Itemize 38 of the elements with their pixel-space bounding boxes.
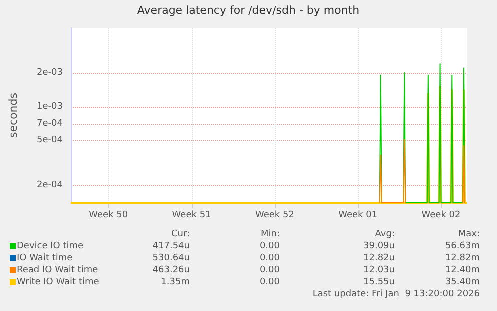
line-series — [379, 63, 466, 204]
y-tick-label: 2e-04 — [37, 180, 64, 191]
text: 35.40m — [445, 278, 480, 288]
x-tick-label: Week 50 — [89, 210, 128, 220]
text: 0.00 — [260, 278, 280, 288]
legend-label: Device IO time — [17, 242, 84, 252]
text: 56.63m — [445, 242, 480, 252]
text: 12.40m — [445, 266, 480, 276]
text: 0.00 — [260, 254, 280, 264]
y-axis-title: seconds — [7, 92, 20, 138]
legend-label: Read IO Wait time — [17, 266, 99, 276]
text: Cur: — [171, 230, 190, 240]
text: 530.64u — [152, 254, 190, 264]
text: 15.55u — [364, 278, 395, 288]
text: 39.09u — [364, 242, 395, 252]
text: 12.82m — [445, 254, 480, 264]
text: 417.54u — [152, 242, 190, 252]
text: 1.35m — [161, 278, 190, 288]
legend-label: IO Wait time — [17, 254, 74, 264]
y-tick-label: 1e-03 — [37, 102, 63, 112]
y-tick-label: 7e-04 — [37, 119, 64, 130]
x-tick-label: Week 52 — [255, 210, 294, 220]
text: 12.82u — [364, 254, 395, 264]
text: Min: — [260, 230, 280, 240]
legend-label: Write IO Wait time — [17, 278, 100, 288]
text: 0.00 — [260, 266, 280, 276]
x-tick-label: Week 02 — [422, 210, 461, 220]
y-tick-label: 2e-03 — [37, 68, 63, 78]
x-tick-label: Week 51 — [172, 210, 212, 220]
x-tick-label: Week 01 — [338, 210, 378, 220]
text: Avg: — [375, 230, 395, 240]
text: 0.00 — [260, 242, 280, 252]
chart-title: Average latency for /dev/sdh - by month — [137, 4, 360, 17]
text: 12.03u — [364, 266, 395, 276]
text: Last update: Fri Jan 9 13:20:00 2026 — [312, 290, 480, 300]
y-tick-label: 5e-04 — [37, 136, 64, 146]
text: Max: — [458, 230, 480, 240]
text: 463.26u — [152, 266, 190, 276]
